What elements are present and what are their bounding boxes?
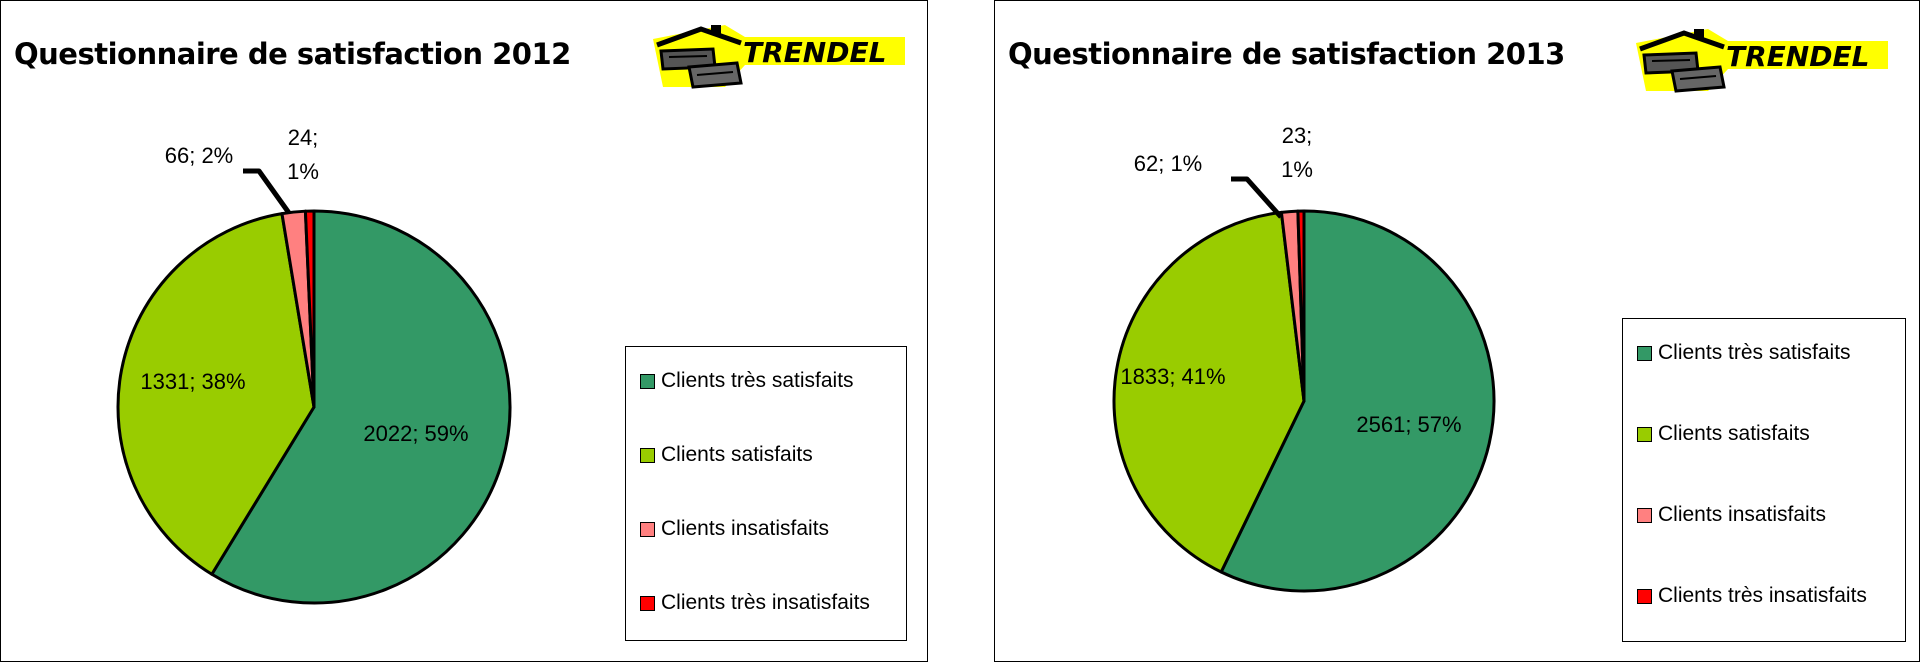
data-label: 1833; 41% <box>1120 364 1225 389</box>
leader-line <box>243 168 292 215</box>
legend-swatch <box>640 521 655 537</box>
pie-chart: 2561; 57% 1833; 41% 62; 1% 23; 1% <box>1112 123 1496 593</box>
legend-swatch <box>1637 345 1652 361</box>
data-label: 2561; 57% <box>1356 412 1461 437</box>
slice-very-dissatisfied <box>303 209 316 409</box>
legend-swatch <box>1637 588 1652 604</box>
data-label: 2022; 59% <box>363 421 468 446</box>
chart-legend: Clients très satisfaits Clients satisfai… <box>625 346 907 641</box>
data-label: 62; 1% <box>1134 151 1203 176</box>
legend-item: Clients très satisfaits <box>640 369 854 393</box>
leader-line <box>1231 176 1283 219</box>
chart-panel-2012: Questionnaire de satisfaction 2012 TREND… <box>0 0 928 662</box>
trendel-logo: TRENDEL <box>649 21 909 93</box>
legend-item: Clients très insatisfaits <box>640 591 870 615</box>
slice-satisfied <box>116 212 316 576</box>
chart-legend: Clients très satisfaits Clients satisfai… <box>1622 318 1906 642</box>
logo-text: TRENDEL <box>743 36 886 69</box>
legend-label: Clients satisfaits <box>1658 422 1810 445</box>
legend-swatch <box>1637 507 1652 523</box>
data-label: 23; 1% <box>1281 123 1313 182</box>
pie-chart: 2022; 59% 1331; 38% 66; 2% 24; 1% <box>116 125 512 605</box>
legend-item: Clients très insatisfaits <box>1637 584 1867 608</box>
legend-item: Clients satisfaits <box>1637 422 1810 446</box>
legend-item: Clients insatisfaits <box>1637 503 1826 527</box>
legend-swatch <box>640 595 655 611</box>
legend-swatch <box>640 373 655 389</box>
legend-label: Clients insatisfaits <box>661 517 830 540</box>
data-label: 1331; 38% <box>140 369 245 394</box>
chart-panel-2013: Questionnaire de satisfaction 2013 TREND… <box>994 0 1920 662</box>
legend-label: Clients satisfaits <box>661 443 813 466</box>
slice-very-satisfied <box>210 209 512 605</box>
trendel-logo: TRENDEL <box>1632 25 1892 97</box>
house-with-money-icon: TRENDEL <box>653 25 905 89</box>
legend-label: Clients très satisfaits <box>661 369 854 392</box>
chart-title: Questionnaire de satisfaction 2012 <box>14 37 571 71</box>
legend-label: Clients très satisfaits <box>1658 341 1851 364</box>
legend-swatch <box>640 447 655 463</box>
logo-text: TRENDEL <box>1726 40 1869 73</box>
data-label: 66; 2% <box>165 143 234 168</box>
legend-item: Clients très satisfaits <box>1637 341 1851 365</box>
legend-label: Clients insatisfaits <box>1658 503 1827 526</box>
legend-label: Clients très insatisfaits <box>1658 584 1867 607</box>
legend-label: Clients très insatisfaits <box>661 591 870 614</box>
legend-item: Clients satisfaits <box>640 443 813 467</box>
slice-very-dissatisfied <box>1296 209 1306 403</box>
slice-very-satisfied <box>1219 209 1496 593</box>
slice-satisfied <box>1112 210 1306 574</box>
data-label: 24; 1% <box>287 125 319 184</box>
chart-title: Questionnaire de satisfaction 2013 <box>1008 37 1565 71</box>
house-with-money-icon: TRENDEL <box>1636 29 1888 93</box>
legend-swatch <box>1637 426 1652 442</box>
legend-item: Clients insatisfaits <box>640 517 829 541</box>
